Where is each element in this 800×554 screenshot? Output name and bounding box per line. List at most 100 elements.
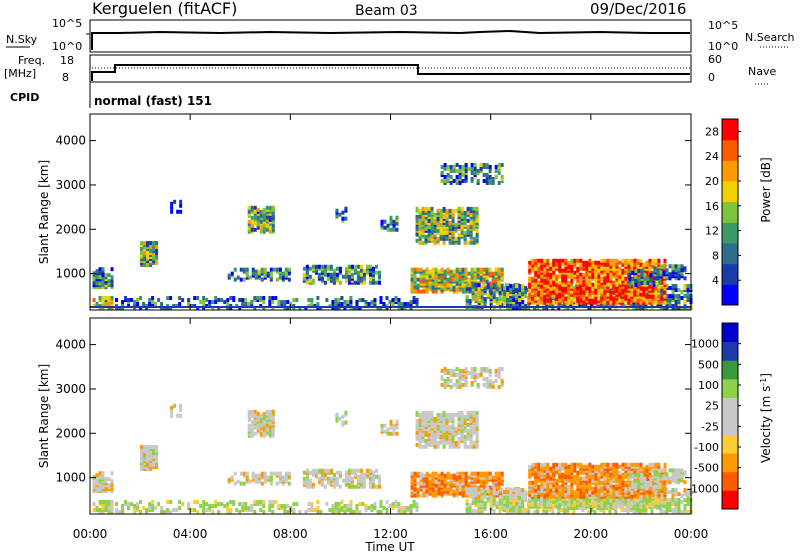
velocity-cell [528,464,532,469]
power-cell [325,298,329,303]
power-cell [600,266,604,271]
velocity-cell [665,502,669,507]
power-cell [637,276,641,281]
power-cell [582,272,586,277]
velocity-cell [140,445,144,450]
power-cell [359,278,363,283]
velocity-cell [454,440,458,445]
power-colorbar-label: Power [dB] [759,157,773,222]
power-cell [488,267,492,272]
power-cell [320,276,324,281]
power-cell [389,227,393,232]
velocity-cell [491,384,495,389]
velocity-cell [259,508,263,513]
power-cell [515,288,519,293]
power-cell [274,296,278,301]
velocity-cell [452,368,456,373]
power-cell [528,292,532,297]
velocity-cell [516,499,520,504]
power-cell [606,292,610,297]
velocity-cell [489,499,493,504]
velocity-cell [367,506,371,511]
velocity-cell [239,481,243,486]
power-cell [458,168,462,173]
velocity-cell [368,480,372,485]
power-cell [609,294,613,299]
power-cell [338,212,342,217]
power-cell [170,209,174,214]
power-cell [133,300,137,305]
power-cell [227,273,231,278]
power-cell [534,296,538,301]
power-cell [506,298,510,303]
velocity-cell [424,410,428,415]
velocity-cell [488,475,492,480]
power-cell [148,302,152,307]
power-cell [415,206,419,211]
power-cell [104,302,108,307]
power-cell [329,272,333,277]
power-cell [383,225,387,230]
velocity-cell [537,484,541,489]
velocity-cell [260,471,264,476]
power-cell [308,266,312,271]
power-cell [451,212,455,217]
power-cell [142,302,146,307]
velocity-cell [283,504,287,509]
power-cell [671,264,675,269]
velocity-cell [410,481,414,486]
power-cell [486,283,490,288]
power-cell [615,300,619,305]
cpid-value: normal (fast) 151 [94,94,212,108]
power-cell [609,290,613,295]
velocity-cell [638,494,642,499]
power-cell [451,208,455,213]
velocity-cell [451,416,455,421]
velocity-cell [340,500,344,505]
power-cell [238,298,242,303]
velocity-cell [337,502,341,507]
velocity-cell [418,418,422,423]
power-cell [615,286,619,291]
velocity-cell [448,444,452,449]
power-cell [359,272,363,277]
power-cell [582,260,586,265]
velocity-cell [524,490,528,495]
power-cell [269,271,273,276]
velocity-cell [268,433,272,438]
velocity-cell [518,510,522,514]
power-cell [107,302,111,307]
power-cell [652,280,656,285]
power-cell [649,272,653,277]
power-cell [628,276,632,281]
power-cell [501,287,505,292]
velocity-cell [278,471,282,476]
velocity-cell [335,470,339,475]
power-cell [244,298,248,303]
power-cell [470,267,474,272]
power-cell [202,300,206,305]
velocity-cell [561,502,565,507]
velocity-cell [353,472,357,477]
power-cell [677,294,681,299]
power-cell [124,296,128,301]
power-cell [451,218,455,223]
power-cell [513,283,517,288]
power-cell [395,215,399,220]
power-cell [494,271,498,276]
velocity-cell [422,473,426,478]
velocity-cell [488,382,492,387]
power-cell [621,268,625,273]
power-cell [362,276,366,281]
power-cell [644,292,648,297]
power-cell [259,227,263,232]
power-cell [397,302,401,307]
power-cell [368,264,372,269]
power-cell [579,294,583,299]
power-cell [467,277,471,282]
power-cell [630,266,634,271]
power-cell [446,277,450,282]
velocity-cell [413,493,417,498]
power-cell [474,283,478,288]
power-cell [395,227,399,232]
